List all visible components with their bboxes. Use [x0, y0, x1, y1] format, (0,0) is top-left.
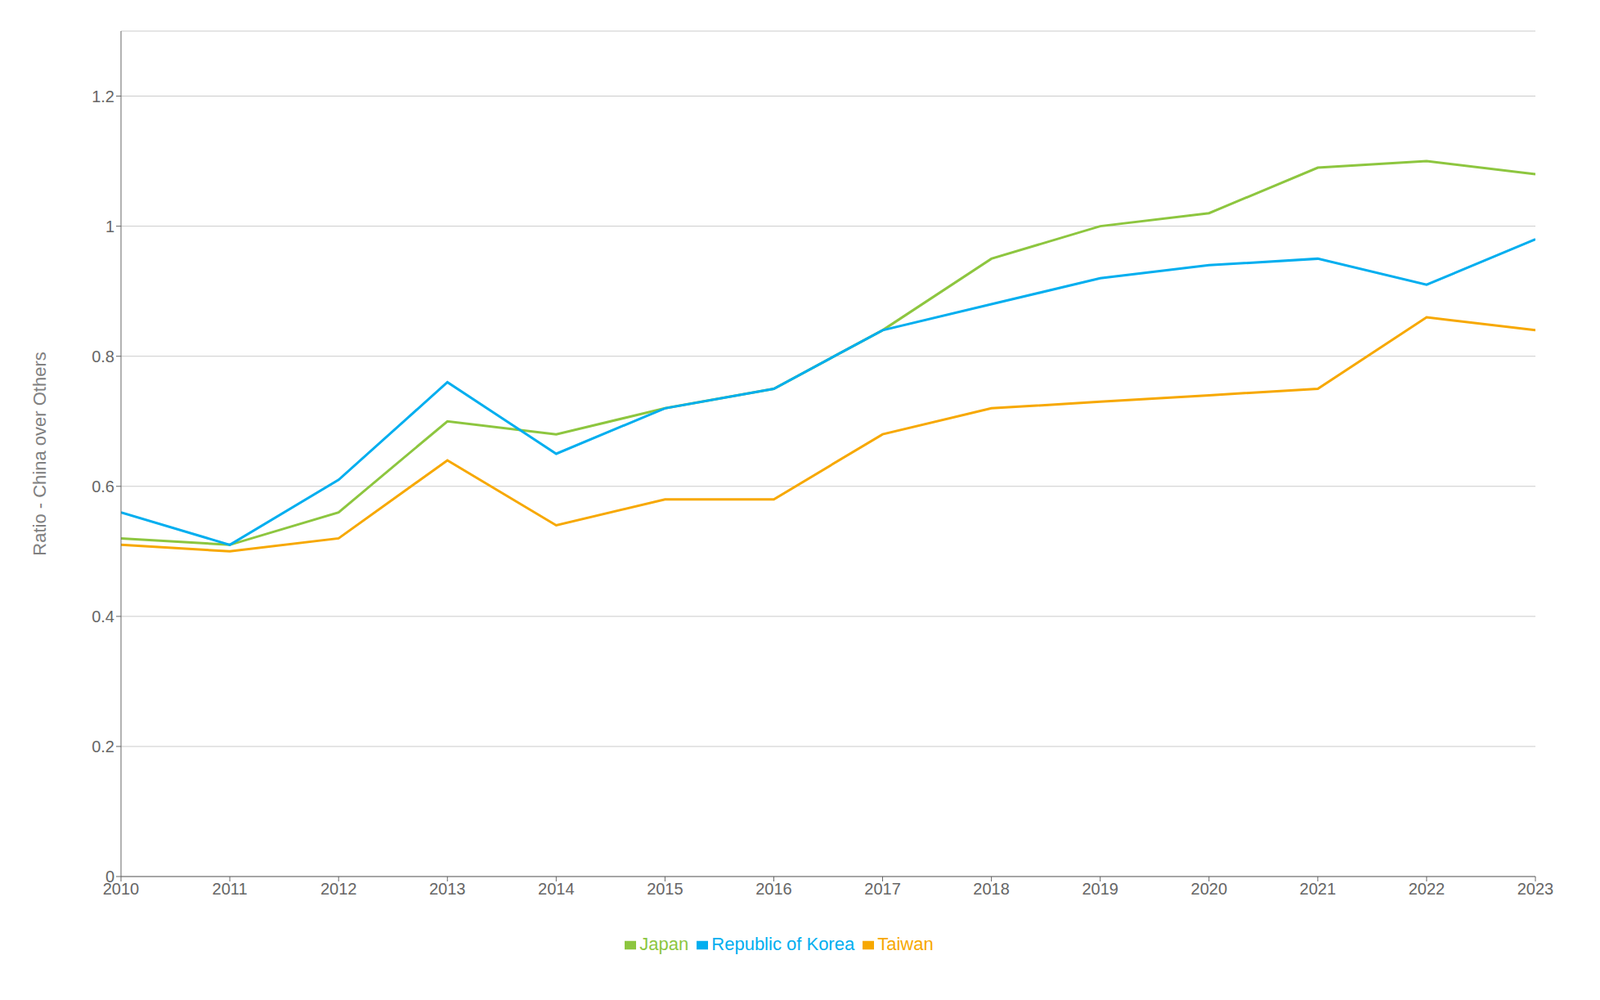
svg-text:2018: 2018: [972, 879, 1010, 898]
svg-text:0.6: 0.6: [91, 477, 115, 496]
svg-text:0.4: 0.4: [91, 607, 115, 626]
html-text:Republic of Korea: Republic of Korea: [711, 933, 855, 955]
svg-text:2013: 2013: [429, 879, 467, 898]
svg-text:2010: 2010: [102, 879, 140, 898]
svg-text:2011: 2011: [212, 879, 248, 898]
svg-text:2021: 2021: [1299, 879, 1337, 898]
svg-text:2016: 2016: [755, 879, 793, 898]
svg-text:Ratio - China over Others: Ratio - China over Others: [29, 351, 50, 556]
svg-text:2017: 2017: [864, 879, 901, 898]
svg-text:2015: 2015: [646, 879, 684, 898]
svg-text:0: 0: [105, 867, 115, 886]
svg-text:1: 1: [105, 217, 115, 236]
svg-text:0.2: 0.2: [91, 737, 115, 756]
svg-text:2012: 2012: [320, 879, 358, 898]
svg-text:2022: 2022: [1408, 879, 1446, 898]
svg-text:1.2: 1.2: [91, 87, 115, 106]
html-text:Taiwan: Taiwan: [877, 933, 934, 955]
html-text:Japan: Japan: [639, 933, 689, 955]
svg-text:2014: 2014: [537, 879, 575, 898]
svg-text:0.8: 0.8: [91, 347, 115, 366]
svg-text:2020: 2020: [1191, 879, 1229, 898]
svg-text:2023: 2023: [1517, 879, 1555, 898]
svg-text:2019: 2019: [1081, 879, 1119, 898]
